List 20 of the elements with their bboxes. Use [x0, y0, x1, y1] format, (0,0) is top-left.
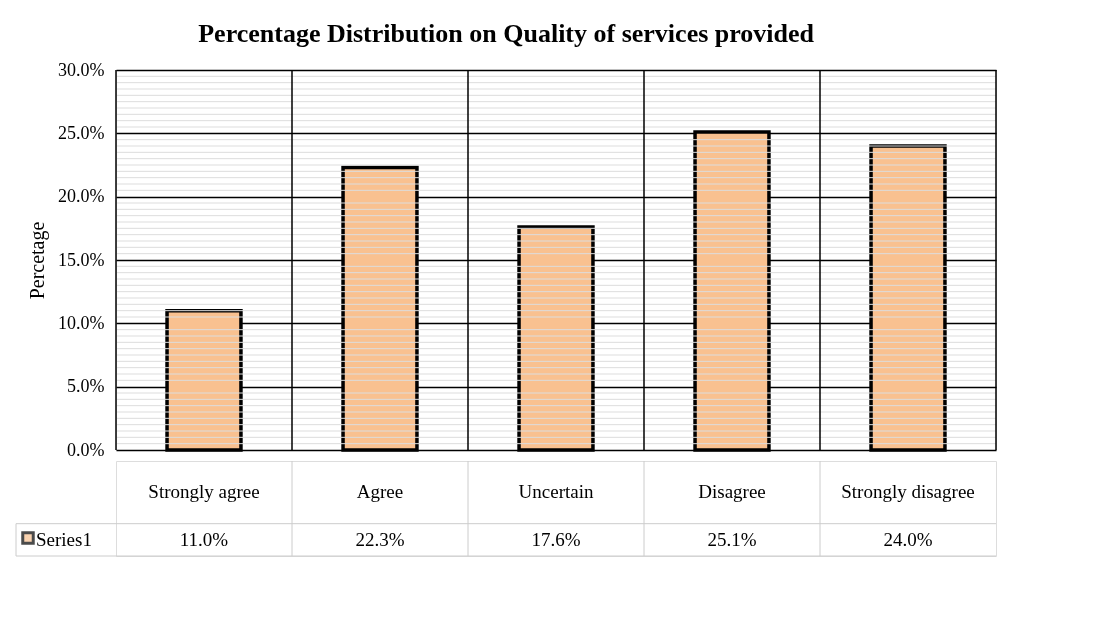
y-tick-label: 10.0%	[58, 312, 105, 333]
data-label: 22.3%	[355, 528, 405, 550]
y-tick-label: 15.0%	[58, 249, 105, 270]
x-tick-label: Disagree	[698, 481, 766, 503]
x-tick-label: Agree	[356, 481, 404, 503]
legend-label: Series1	[36, 528, 92, 550]
y-tick-label: 25.0%	[58, 122, 105, 143]
y-axis-title: Percetage	[26, 221, 50, 300]
x-tick-label: Strongly disagree	[841, 481, 975, 503]
y-tick-label: 20.0%	[58, 186, 105, 207]
data-label: 17.6%	[531, 528, 581, 550]
data-label: 24.0%	[883, 528, 933, 550]
data-label: 11.0%	[179, 528, 229, 550]
x-tick-label: Uncertain	[518, 481, 594, 503]
y-tick-label: 0.0%	[67, 439, 105, 460]
data-label: 25.1%	[707, 528, 757, 550]
y-tick-label: 5.0%	[67, 376, 105, 397]
x-tick-label: Strongly agree	[148, 481, 260, 503]
y-tick-label: 30.0%	[58, 59, 105, 80]
chart-title: Percentage Distribution on Quality of services provided	[198, 18, 815, 48]
